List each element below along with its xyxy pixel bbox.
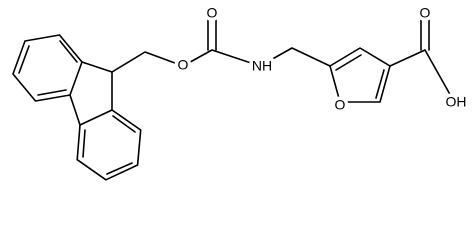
atom-label: OH: [446, 94, 467, 110]
atom-label: O: [420, 5, 431, 21]
bonds: [12, 15, 453, 181]
atom-label: O: [335, 97, 346, 113]
double-bond: [106, 162, 133, 175]
double-bond: [112, 115, 136, 133]
lower-benzene-ring: [76, 109, 142, 181]
double-bond: [375, 69, 385, 99]
double-bond: [59, 40, 78, 63]
acid-hydroxyl-bond: [424, 49, 453, 99]
five-ring: [81, 61, 113, 111]
structure-diagram: O O NH O O OH: [12, 1, 470, 181]
page: O O NH O O OH (() => { const data = JSON…: [12, 1, 470, 181]
double-bond: [18, 45, 30, 74]
atom-labels: O O NH O O OH: [174, 1, 470, 116]
five-ring-bond: [69, 94, 81, 126]
atom-label: O: [207, 5, 218, 21]
upper-benzene-ring: [12, 34, 83, 102]
acid-bond: [389, 49, 426, 67]
double-bond: [82, 129, 86, 158]
furan-ring: [329, 47, 391, 103]
double-bond: [335, 54, 362, 71]
atom-label: NH: [252, 58, 272, 74]
double-bond: [37, 89, 67, 96]
chain: [111, 47, 331, 73]
atom-label: O: [178, 57, 189, 73]
